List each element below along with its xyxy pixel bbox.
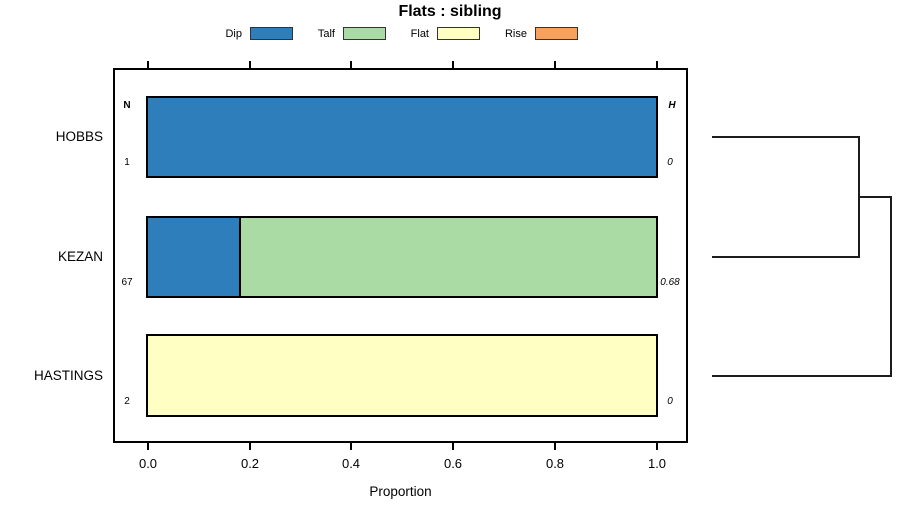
x-tick-label: 0.4 xyxy=(341,456,361,471)
bar-segment-dip xyxy=(148,218,240,296)
bar-segment-talf xyxy=(239,218,656,296)
row-label-kezan: KEZAN xyxy=(57,249,103,264)
bar-kezan xyxy=(146,216,658,298)
x-tick-label: 0.8 xyxy=(545,456,565,471)
legend-swatch-rise xyxy=(535,27,578,40)
x-tick-label: 1.0 xyxy=(647,456,667,471)
x-tick-bottom xyxy=(656,443,658,450)
x-axis-label: Proportion xyxy=(369,484,432,499)
row-label-hobbs: HOBBS xyxy=(55,129,103,144)
x-tick-top xyxy=(554,61,556,68)
x-tick-bottom xyxy=(147,443,149,450)
x-tick-label: 0.0 xyxy=(138,456,158,471)
dendrogram-joint xyxy=(857,136,860,258)
legend-label-rise: Rise xyxy=(504,28,527,40)
dendrogram-joint xyxy=(890,196,892,377)
chart-title: Flats : sibling xyxy=(398,3,502,20)
n-value-hobbs: 1 xyxy=(124,157,130,168)
bar-hobbs xyxy=(146,96,658,178)
x-tick-bottom xyxy=(350,443,352,450)
x-tick-label: 0.2 xyxy=(240,456,260,471)
legend-swatch-talf xyxy=(343,27,386,40)
h-value-hobbs: 0 xyxy=(667,157,673,168)
legend-label-flat: Flat xyxy=(410,28,429,40)
legend-swatch-dip xyxy=(250,27,293,40)
n-value-kezan: 67 xyxy=(121,277,133,288)
row-label-hastings: HASTINGS xyxy=(33,367,103,383)
x-tick-top xyxy=(249,61,251,68)
dendrogram-branch xyxy=(712,256,860,258)
bar-hastings xyxy=(146,334,658,417)
x-tick-top xyxy=(350,61,352,68)
legend-label-dip: Dip xyxy=(225,28,242,40)
x-tick-top xyxy=(147,61,149,68)
x-tick-bottom xyxy=(554,443,556,450)
x-tick-top xyxy=(656,61,658,68)
h-column-header: H xyxy=(668,100,676,111)
dendrogram-branch xyxy=(859,196,892,198)
h-value-kezan: 0.68 xyxy=(660,277,680,288)
legend-swatch-flat xyxy=(437,27,480,40)
n-value-hastings: 2 xyxy=(124,396,130,407)
x-tick-bottom xyxy=(249,443,251,450)
n-column-header: N xyxy=(123,100,131,111)
h-value-hastings: 0 xyxy=(667,396,673,407)
legend-label-talf: Talf xyxy=(317,28,335,40)
x-tick-top xyxy=(452,61,454,68)
bar-segment-flat xyxy=(148,336,656,415)
dendrogram-branch xyxy=(712,374,892,377)
x-tick-bottom xyxy=(452,443,454,450)
x-tick-label: 0.6 xyxy=(443,456,463,471)
dendrogram-branch xyxy=(712,136,860,138)
bar-segment-dip xyxy=(148,98,656,176)
